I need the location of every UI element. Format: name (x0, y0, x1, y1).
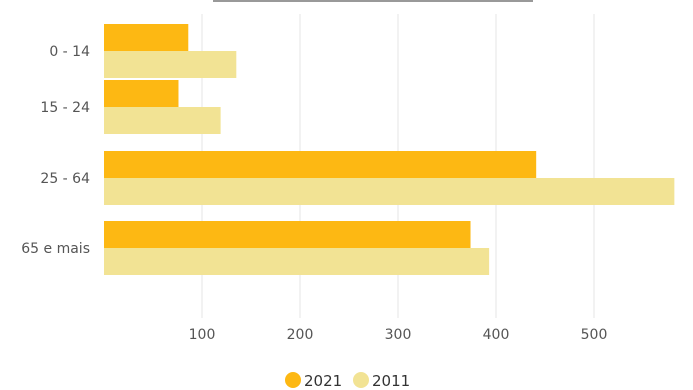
bar-2011-0[interactable] (104, 51, 237, 78)
x-tick-label: 400 (483, 327, 510, 343)
x-tick-label: 100 (189, 327, 216, 343)
category-label: 65 e mais (21, 241, 90, 257)
category-labels: 0 - 14 15 - 24 25 - 64 65 e mais (21, 44, 90, 257)
bar-2021-0[interactable] (104, 24, 189, 51)
category-label: 15 - 24 (40, 100, 90, 116)
legend: 2021 2011 (285, 372, 410, 390)
bars (104, 24, 675, 275)
bar-2021-1[interactable] (104, 80, 179, 107)
x-tick-labels: 100 200 300 400 500 (189, 327, 608, 343)
bar-2011-1[interactable] (104, 107, 221, 134)
x-tick-label: 200 (287, 327, 314, 343)
x-tick-label: 500 (581, 327, 608, 343)
legend-marker-2021[interactable] (285, 372, 301, 388)
x-tick-label: 300 (385, 327, 412, 343)
legend-marker-2011[interactable] (353, 372, 369, 388)
category-label: 0 - 14 (49, 44, 90, 60)
bar-2021-2[interactable] (104, 151, 537, 178)
bar-2011-2[interactable] (104, 178, 675, 205)
legend-label-2011[interactable]: 2011 (372, 372, 410, 390)
legend-label-2021[interactable]: 2021 (304, 372, 342, 390)
bar-2021-3[interactable] (104, 221, 471, 248)
bar-2011-3[interactable] (104, 248, 490, 275)
category-label: 25 - 64 (40, 171, 90, 187)
